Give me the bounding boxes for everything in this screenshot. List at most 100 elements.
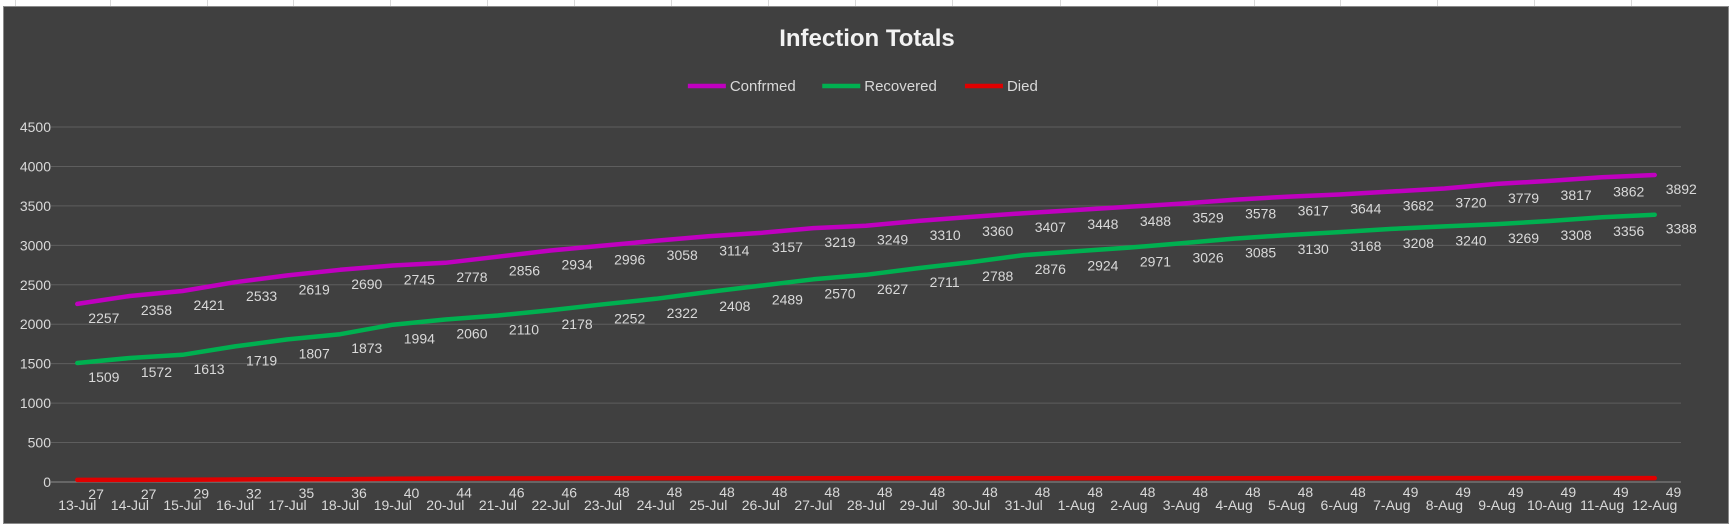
x-tick-label: 29-Jul	[900, 497, 938, 513]
series-line-recovered[interactable]	[75, 212, 1657, 366]
data-label-confrmed: 2856	[509, 263, 540, 279]
data-label-confrmed: 3360	[982, 223, 1013, 239]
data-label-recovered: 1509	[88, 369, 119, 385]
x-tick-label: 13-Jul	[58, 497, 96, 513]
x-tick-label: 18-Jul	[321, 497, 359, 513]
sheet-gridline	[15, 0, 16, 6]
y-tick-label: 0	[43, 474, 51, 490]
x-tick-label: 11-Aug	[1580, 497, 1624, 513]
y-tick-label: 1500	[20, 356, 51, 372]
data-label-recovered: 1719	[246, 352, 277, 368]
data-label-recovered: 3240	[1455, 232, 1486, 248]
data-label-confrmed: 3219	[824, 234, 855, 250]
x-tick-label: 24-Jul	[637, 497, 675, 513]
data-label-confrmed: 3448	[1087, 216, 1118, 232]
data-label-recovered: 3308	[1561, 227, 1592, 243]
y-tick-label: 1000	[20, 395, 51, 411]
data-label-died: 36	[351, 485, 367, 501]
chart-area[interactable]: Infection Totals Confrmed Recovered Died 0…	[3, 6, 1729, 524]
data-label-died: 48	[1192, 484, 1208, 500]
data-label-died: 48	[1087, 484, 1103, 500]
x-tick-label: 17-Jul	[269, 497, 307, 513]
data-label-confrmed: 3617	[1298, 203, 1329, 219]
data-label-confrmed: 3720	[1455, 195, 1486, 211]
data-label-died: 48	[1298, 484, 1314, 500]
x-tick-label: 2-Aug	[1110, 497, 1147, 513]
x-tick-label: 19-Jul	[374, 497, 412, 513]
data-label-died: 27	[88, 486, 104, 502]
y-tick-label: 4000	[20, 158, 51, 174]
chart-legend[interactable]: Confrmed Recovered Died	[687, 78, 1038, 95]
x-tick-label: 30-Jul	[952, 497, 990, 513]
sheet-gridline	[1340, 0, 1341, 6]
x-tick-label: 1-Aug	[1058, 497, 1095, 513]
sheet-gridline	[671, 0, 672, 6]
y-tick-label: 3500	[20, 198, 51, 214]
x-tick-label: 7-Aug	[1373, 497, 1410, 513]
series-lines[interactable]	[75, 172, 1657, 483]
data-label-recovered: 2570	[824, 285, 855, 301]
data-label-confrmed: 3779	[1508, 190, 1539, 206]
x-tick-label: 31-Jul	[1005, 497, 1043, 513]
legend-label-confrmed: Confrmed	[730, 78, 796, 95]
data-label-recovered: 2788	[982, 268, 1013, 284]
data-label-died: 46	[509, 484, 525, 500]
sheet-gridline	[1437, 0, 1438, 6]
x-tick-label: 12-Aug	[1632, 497, 1677, 513]
data-label-died: 48	[1140, 484, 1156, 500]
data-label-confrmed: 2619	[299, 281, 330, 297]
sheet-gridline	[855, 0, 856, 6]
data-label-confrmed: 3249	[877, 232, 908, 248]
data-label-recovered: 3168	[1350, 238, 1381, 254]
data-label-died: 46	[562, 484, 578, 500]
series-line-confrmed[interactable]	[75, 172, 1657, 307]
x-tick-label: 25-Jul	[689, 497, 727, 513]
data-label-confrmed: 2421	[193, 297, 224, 313]
series-line-died[interactable]	[75, 475, 1657, 483]
x-axis-ticks: 13-Jul 14-Jul 15-Jul 16-Jul 17-Jul 18-Jul 19-J…	[58, 497, 1677, 513]
sheet-gridline	[768, 0, 769, 6]
data-label-died: 48	[772, 484, 788, 500]
data-label-recovered: 2060	[456, 325, 487, 341]
data-label-died: 40	[404, 485, 420, 501]
data-label-died: 48	[1035, 484, 1051, 500]
y-axis-ticks: 0 500 1000 1500 2000 2500 3000 3500 4000 4500	[20, 119, 51, 490]
sheet-gridline	[1254, 0, 1255, 6]
data-label-died: 48	[982, 484, 998, 500]
y-tick-label: 2500	[20, 277, 51, 293]
x-tick-label: 9-Aug	[1478, 497, 1515, 513]
line-chart: Infection Totals Confrmed Recovered Died 0…	[20, 25, 1697, 513]
x-tick-label: 15-Jul	[163, 497, 201, 513]
data-label-died: 48	[1350, 484, 1366, 500]
data-label-recovered: 2178	[562, 316, 593, 332]
data-label-confrmed: 2996	[614, 252, 645, 268]
x-tick-label: 20-Jul	[426, 497, 464, 513]
sheet-gridline	[390, 0, 391, 6]
x-tick-label: 6-Aug	[1321, 497, 1358, 513]
data-label-died: 49	[1455, 484, 1471, 500]
legend-label-recovered: Recovered	[864, 78, 937, 95]
sheet-gridline	[574, 0, 575, 6]
x-tick-label: 23-Jul	[584, 497, 622, 513]
data-label-died: 44	[456, 485, 472, 501]
sheet-gridline	[1534, 0, 1535, 6]
x-tick-label: 14-Jul	[111, 497, 149, 513]
data-label-recovered: 3356	[1613, 223, 1644, 239]
data-label-recovered: 1807	[299, 345, 330, 361]
x-tick-label: 28-Jul	[847, 497, 885, 513]
sheet-gridline	[207, 0, 208, 6]
data-label-confrmed: 3862	[1613, 183, 1644, 199]
x-tick-label: 5-Aug	[1268, 497, 1305, 513]
data-label-died: 48	[667, 484, 683, 500]
sheet-gridline	[110, 0, 111, 6]
data-label-recovered: 1994	[404, 331, 435, 347]
data-label-recovered: 3130	[1298, 241, 1329, 257]
x-tick-label: 22-Jul	[531, 497, 569, 513]
x-tick-label: 4-Aug	[1215, 497, 1252, 513]
data-label-confrmed: 3407	[1035, 219, 1066, 235]
data-label-confrmed: 2358	[141, 302, 172, 318]
data-label-confrmed: 3310	[930, 227, 961, 243]
data-label-confrmed: 3114	[719, 242, 749, 258]
y-tick-label: 3000	[20, 237, 51, 253]
data-label-died: 48	[614, 484, 630, 500]
